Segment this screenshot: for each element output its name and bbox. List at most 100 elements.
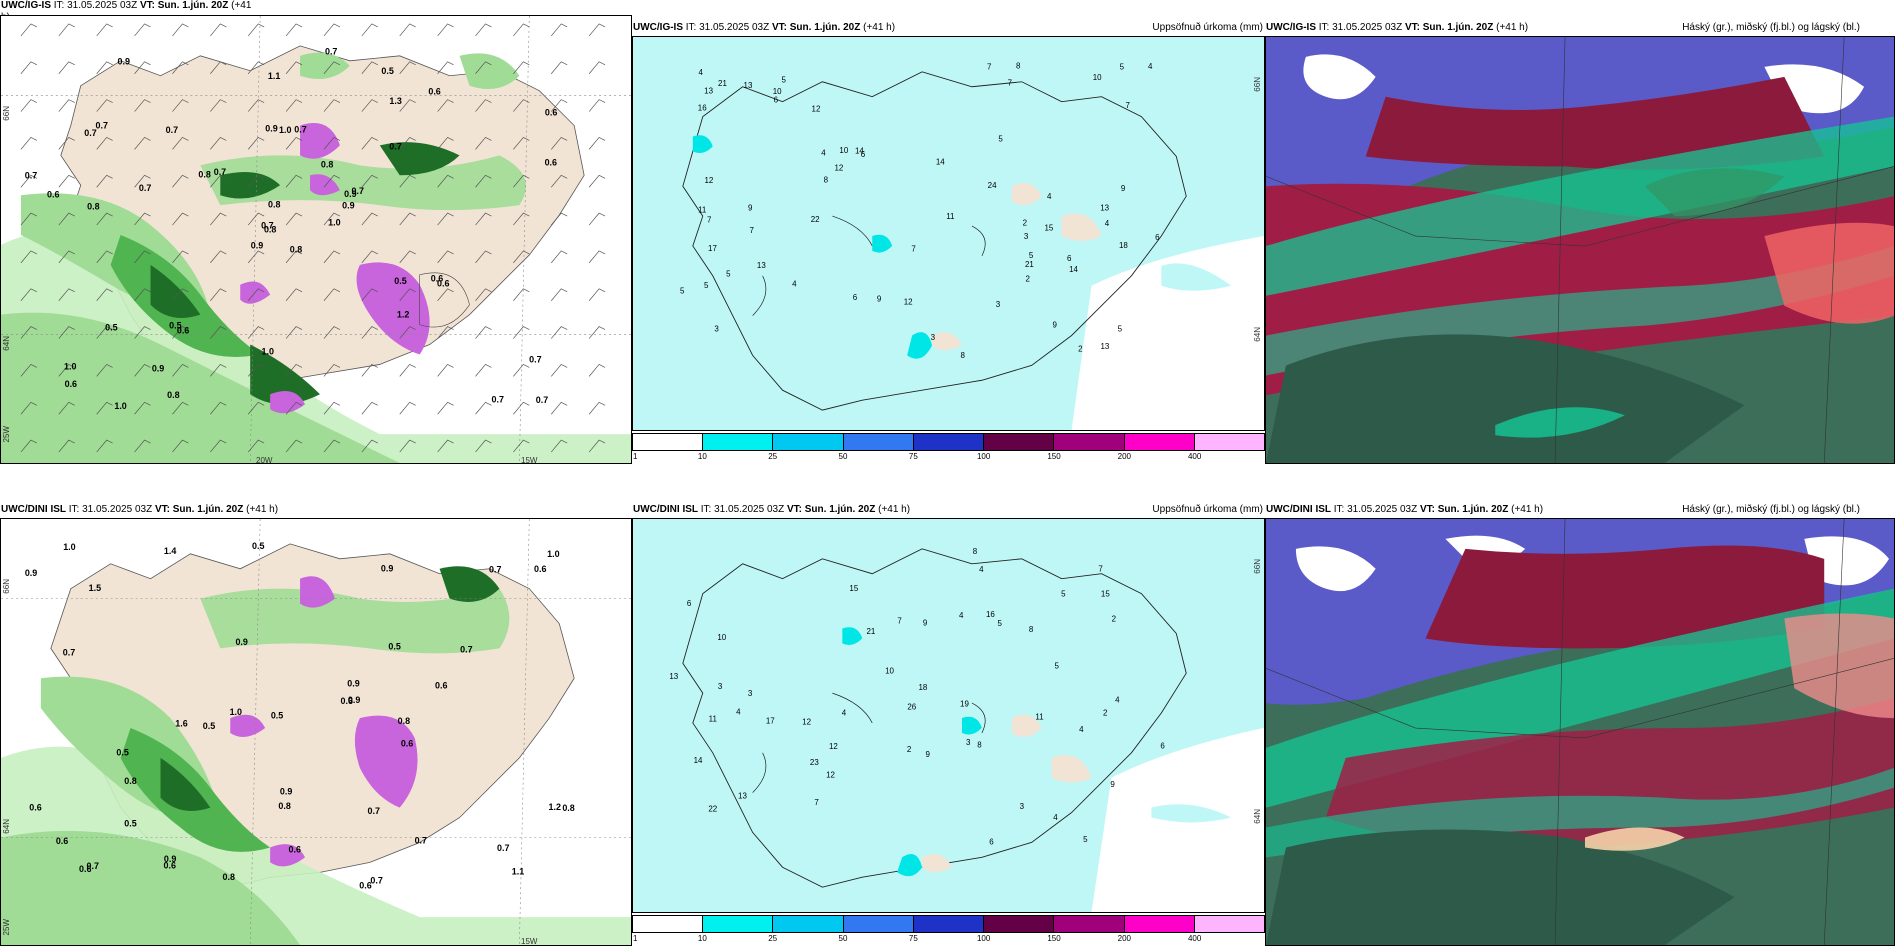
panel-header: UWC/IG-IS IT: 31.05.2025 03Z VT: Sun. 1.… (1265, 20, 1900, 38)
valid-time-label: VT: (771, 22, 787, 33)
wind-barb (550, 364, 568, 377)
wind-barb (513, 364, 530, 377)
map-value-label: 7 (1126, 101, 1131, 110)
map-value-label: 3 (718, 682, 723, 691)
lat-label: 64N (1253, 809, 1262, 824)
map-area: 5 4 3 6 9 10 13 12 8 7 5 4 12 15 19 14 11 18 13 22 7 9 5 6 4 3 17 2… (632, 518, 1265, 913)
map-value-label: 1.0 (230, 707, 242, 717)
accumulated-precip-map: 3435695748161113569711141341081871057643… (633, 37, 1264, 430)
wind-barb (96, 99, 113, 112)
map-value-label: 5 (726, 269, 731, 278)
map-value-label: 0.6 (545, 158, 557, 168)
wind-barb (588, 250, 606, 264)
field-title: Uppsöfnuð úrkoma (mm) (1152, 504, 1263, 515)
wind-barb (361, 439, 378, 453)
wind-barb (399, 364, 416, 377)
map-value-label: 0.9 (347, 679, 359, 689)
legend-tick-label: 1 (633, 452, 638, 461)
map-value-label: 5 (998, 619, 1003, 628)
lat-label: 66N (1253, 559, 1262, 574)
legend-swatch (773, 434, 844, 450)
wind-barb (96, 288, 113, 301)
wind-barb (588, 364, 606, 377)
map-value-label: 10 (773, 87, 782, 96)
init-time: IT: 31.05.2025 03Z (700, 504, 785, 515)
map-value-label: 24 (988, 181, 997, 190)
map-value-label: 0.5 (169, 320, 181, 330)
map-value-label: 12 (834, 164, 843, 173)
map-value-label: 5 (1029, 251, 1034, 260)
legend-tick-label: 75 (908, 452, 918, 461)
map-value-label: 0.9 (118, 56, 130, 66)
wind-barb (285, 439, 303, 453)
wind-barb (550, 23, 568, 37)
map-value-label: 0.6 (163, 861, 175, 871)
wind-barb (210, 401, 227, 415)
lon-label: 20W (256, 456, 273, 464)
wind-barb (550, 61, 568, 74)
legend-swatch (703, 916, 774, 932)
legend-tick-label: 400 (1187, 934, 1202, 943)
wind-barb (247, 212, 265, 226)
wind-barb (437, 364, 454, 377)
wind-barb (399, 439, 416, 453)
map-value-label: 0.7 (489, 564, 501, 574)
map-value-label: 1.6 (175, 718, 187, 728)
wind-barb (361, 23, 378, 37)
map-value-label: 0.9 (152, 364, 164, 374)
wind-barb (96, 212, 113, 226)
legend-tick-label: 200 (1117, 452, 1132, 461)
map-value-label: 2 (1112, 614, 1117, 623)
map-value-label: 5 (1118, 325, 1123, 334)
wind-barb (96, 174, 113, 188)
model-name: UWC/IG-IS (1, 0, 51, 11)
wind-barb (437, 99, 454, 112)
map-value-label: 0.6 (437, 278, 449, 288)
wind-barb (247, 99, 265, 112)
wind-barb (58, 212, 75, 226)
wind-barb (247, 364, 265, 377)
map-value-label: 14 (936, 158, 945, 167)
map-value-label: 0.6 (341, 696, 353, 706)
wind-barb (588, 137, 606, 150)
map-value-label: 0.8 (278, 801, 290, 811)
init-time: IT: 31.05.2025 03Z (685, 22, 770, 33)
wind-barb (361, 364, 378, 377)
map-value-label: 1.1 (268, 71, 280, 81)
wind-barb (210, 99, 227, 112)
map-value-label: 1.0 (64, 362, 76, 372)
legend-swatch (633, 434, 704, 450)
wind-barb (20, 250, 38, 264)
wind-barb (285, 250, 303, 264)
map-value-label: 3 (966, 738, 971, 747)
map-value-label: 0.7 (166, 125, 178, 135)
map-value-label: 0.7 (529, 355, 541, 365)
map-value-label: 9 (877, 295, 882, 304)
map-value-label: 11 (698, 206, 707, 215)
wind-barb (134, 61, 151, 74)
map-value-label: 0.8 (321, 160, 333, 170)
panel-top-right: UWC/IG-IS IT: 31.05.2025 03Z VT: Sun. 1.… (1265, 0, 1900, 465)
map-value-label: 5 (1054, 662, 1059, 671)
map-value-label: 0.7 (25, 170, 37, 180)
init-time: IT: 31.05.2025 03Z (68, 504, 153, 515)
wind-barb (437, 326, 454, 339)
wind-barb (588, 174, 606, 188)
map-value-label: 19 (960, 700, 969, 709)
map-value-label: 0.6 (431, 274, 443, 284)
map-value-label: 1.2 (397, 309, 409, 319)
map-value-label: 3 (996, 300, 1001, 309)
map-value-label: 8 (824, 175, 829, 184)
model-name: UWC/IG-IS (633, 22, 683, 33)
map-value-label: 0.5 (116, 747, 128, 757)
map-value-label: 0.7 (351, 186, 363, 196)
wind-barb (588, 288, 606, 301)
map-value-label: 0.6 (428, 86, 440, 96)
map-value-label: 0.7 (261, 220, 273, 230)
legend-swatch (843, 434, 914, 450)
wind-barb (513, 212, 530, 226)
wind-barb (437, 439, 454, 453)
map-value-label: 0.7 (325, 47, 337, 57)
lead-time: (+41 (231, 0, 252, 11)
valid-time: Sun. 1.jún. 20Z (804, 504, 876, 515)
